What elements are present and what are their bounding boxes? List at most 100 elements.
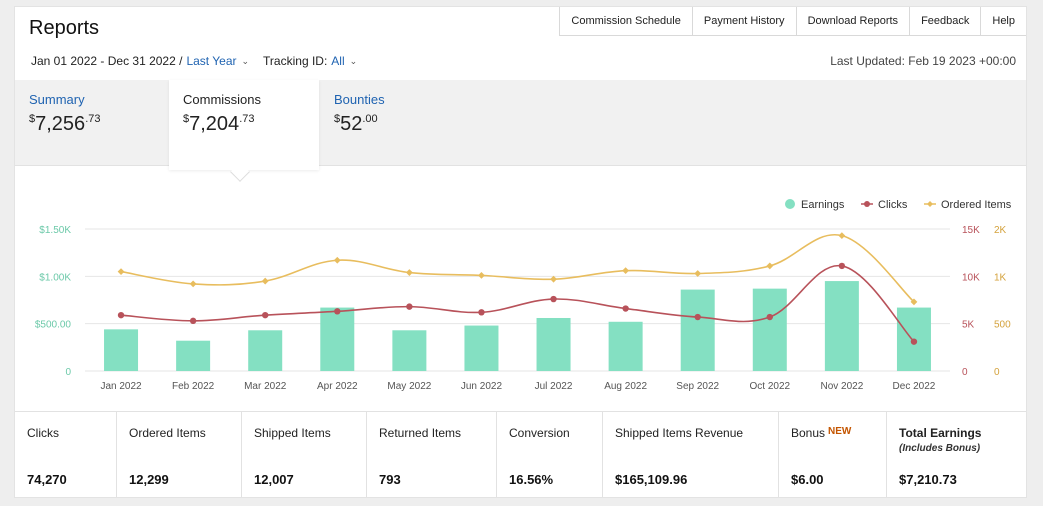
summary-tabs: Summary $7,256.73 Commissions $7,204.73 … <box>15 80 1026 170</box>
clicks-point <box>766 313 773 321</box>
legend-clicks-marker <box>864 201 870 207</box>
clicks-point <box>622 305 629 312</box>
x-tick-label: Aug 2022 <box>604 381 647 392</box>
payment-history-button[interactable]: Payment History <box>691 7 796 36</box>
x-tick-label: Apr 2022 <box>317 381 358 392</box>
stat-value: 793 <box>379 472 401 487</box>
x-tick-label: Feb 2022 <box>172 381 215 392</box>
earnings-bar <box>248 330 283 371</box>
ordered-items-point <box>117 268 125 275</box>
stat-value: 74,270 <box>27 472 67 487</box>
ordered-axis-tick-label: 2K <box>994 225 1007 236</box>
filter-bar: Jan 01 2022 - Dec 31 2022 / Last Year ⌄ … <box>31 54 357 68</box>
ordered-axis-tick-label: 1K <box>994 272 1007 283</box>
ordered-items-point <box>189 280 197 288</box>
earnings-bar <box>824 281 859 371</box>
tab-label: Commissions <box>183 92 262 107</box>
stat-shipped-revenue: Shipped Items Revenue $165,109.96 <box>603 412 779 497</box>
stat-value: $7,210.73 <box>899 472 957 487</box>
chevron-down-icon[interactable]: ⌄ <box>241 55 250 66</box>
x-tick-label: Sep 2022 <box>676 381 719 392</box>
left-axis-tick-label: $1.00K <box>39 272 71 283</box>
earnings-bar <box>752 288 787 371</box>
stat-label: Returned Items <box>379 426 462 440</box>
new-badge: NEW <box>828 426 852 437</box>
clicks-axis-tick-label: 5K <box>962 320 975 331</box>
ordered-items-point <box>261 277 269 285</box>
feedback-button[interactable]: Feedback <box>909 7 981 36</box>
earnings-bar <box>176 340 211 371</box>
earnings-bar <box>464 325 499 371</box>
clicks-point <box>117 311 125 319</box>
x-tick-label: Jan 2022 <box>100 381 142 392</box>
stat-value: 12,299 <box>129 472 169 487</box>
earnings-bar <box>392 330 427 371</box>
stat-sublabel: (Includes Bonus) <box>899 443 981 454</box>
clicks-axis-tick-label: 0 <box>962 367 968 378</box>
stat-label: Bonus NEW <box>791 426 852 440</box>
date-range: Jan 01 2022 - Dec 31 2022 / <box>31 54 183 68</box>
tab-bounties[interactable]: Bounties $52.00 <box>320 80 399 166</box>
earnings-chart: 0 $500.00 $1.00K $1.50K 0 5K 10K 15K 0 500 1K 2K Jan… <box>35 199 1012 392</box>
ordered-axis-tick-label: 0 <box>994 367 1000 378</box>
x-tick-label: Mar 2022 <box>244 381 287 392</box>
clicks-axis-tick-label: 10K <box>962 272 980 283</box>
stat-label: Total Earnings <box>899 426 982 440</box>
clicks-point <box>478 309 485 316</box>
top-nav: Commission Schedule Payment History Down… <box>559 7 1026 36</box>
ordered-axis-tick-label: 500 <box>994 320 1011 331</box>
clicks-axis-tick-label: 15K <box>962 225 980 236</box>
page-title: Reports <box>29 17 100 39</box>
tab-commissions[interactable]: Commissions $7,204.73 <box>169 80 319 170</box>
tracking-label: Tracking ID: <box>263 54 328 68</box>
x-tick-label: Jun 2022 <box>461 381 503 392</box>
stat-ordered-items: Ordered Items 12,299 <box>117 412 242 497</box>
stat-conversion: Conversion 16.56% <box>497 412 603 497</box>
stat-value: 16.56% <box>509 472 554 487</box>
earnings-bar <box>608 321 643 371</box>
stat-bonus: Bonus NEW $6.00 <box>779 412 887 497</box>
tab-value: $7,256.73 <box>29 113 101 135</box>
ordered-items-line <box>120 233 915 303</box>
chevron-down-icon[interactable]: ⌄ <box>349 55 358 66</box>
commission-schedule-button[interactable]: Commission Schedule <box>559 7 692 36</box>
clicks-point <box>406 303 413 310</box>
ordered-items-point <box>550 275 557 283</box>
stat-total-earnings: Total Earnings (Includes Bonus) $7,210.7… <box>887 412 1026 497</box>
clicks-point <box>262 311 269 319</box>
clicks-point <box>189 317 197 325</box>
tab-summary[interactable]: Summary $7,256.73 <box>15 80 114 166</box>
stat-value: 12,007 <box>254 472 294 487</box>
legend-earnings-marker <box>785 199 795 209</box>
earnings-bar <box>320 307 355 371</box>
earnings-bar <box>104 329 139 371</box>
tab-label: Summary <box>29 92 85 107</box>
ordered-items-point <box>405 269 413 276</box>
stat-returned-items: Returned Items 793 <box>367 412 497 497</box>
reports-card: Reports Commission Schedule Payment Hist… <box>14 6 1027 498</box>
clicks-point <box>334 308 341 315</box>
help-button[interactable]: Help <box>980 7 1026 36</box>
x-tick-label: Oct 2022 <box>749 381 790 392</box>
clicks-point <box>910 338 918 345</box>
ordered-items-point <box>622 267 630 275</box>
stat-label: Clicks <box>27 426 59 440</box>
ordered-items-point <box>694 270 702 277</box>
x-tick-label: Jul 2022 <box>535 381 573 392</box>
x-tick-label: Dec 2022 <box>893 381 936 392</box>
period-dropdown[interactable]: Last Year <box>186 54 237 68</box>
ordered-items-point <box>766 262 774 270</box>
stat-label: Conversion <box>509 426 570 440</box>
earnings-bar <box>536 317 571 371</box>
ordered-items-point <box>910 298 918 306</box>
download-reports-button[interactable]: Download Reports <box>795 7 910 36</box>
x-tick-label: May 2022 <box>387 381 431 392</box>
tab-label: Bounties <box>334 92 385 107</box>
stat-label: Shipped Items Revenue <box>615 426 744 440</box>
tab-value: $7,204.73 <box>183 113 255 135</box>
last-updated: Last Updated: Feb 19 2023 +00:00 <box>830 54 1016 68</box>
stat-label: Ordered Items <box>129 426 206 440</box>
tracking-id-dropdown[interactable]: All <box>331 54 345 68</box>
tab-value: $52.00 <box>334 113 378 135</box>
legend-label: Ordered Items <box>941 199 1012 211</box>
